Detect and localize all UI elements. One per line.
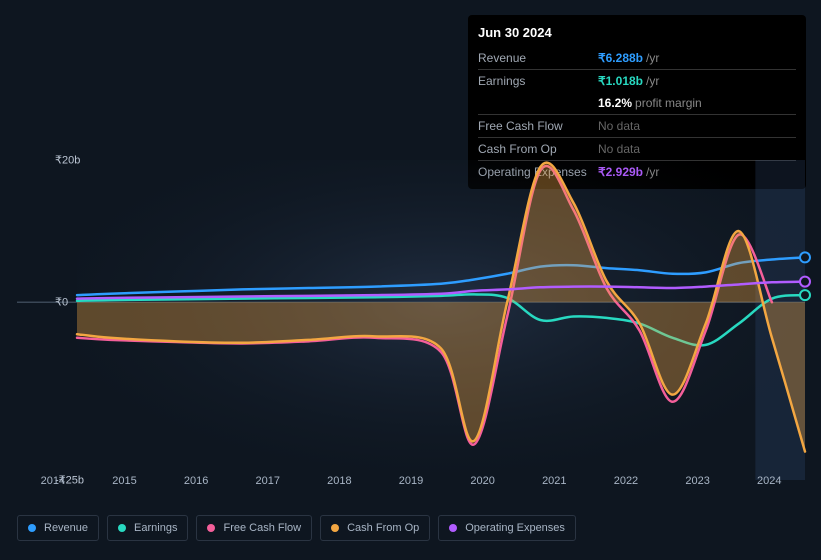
tooltip-row: Revenue₹6.288b/yr [478,47,796,69]
legend-label: Revenue [44,522,88,534]
x-tick-label: 2020 [447,475,519,487]
legend-label: Earnings [134,522,177,534]
financials-chart: ₹20b₹0-₹25b [17,160,805,480]
tooltip-row: Cash From OpNo data [478,137,796,160]
tooltip-value: ₹1.018b [598,72,643,90]
tooltip-label: Earnings [478,72,598,90]
tooltip-nodata: No data [598,140,640,158]
tooltip-label [478,94,598,112]
x-tick-label: 2021 [518,475,590,487]
legend-dot [118,524,126,532]
x-axis: 2014201520162017201820192020202120222023… [17,475,805,487]
legend-dot [28,524,36,532]
x-tick-label: 2017 [232,475,304,487]
x-tick-label: 2023 [662,475,734,487]
legend-item-cash-from-op[interactable]: Cash From Op [320,515,430,541]
chart-legend: Revenue Earnings Free Cash Flow Cash From O… [17,515,576,541]
tooltip-suffix: profit margin [635,94,702,112]
legend-dot [449,524,457,532]
tooltip-suffix: /yr [646,49,659,67]
tooltip-label: Free Cash Flow [478,117,598,135]
tooltip-row: Free Cash FlowNo data [478,114,796,137]
x-tick-label: 2014 [17,475,89,487]
x-tick-label: 2024 [733,475,805,487]
tooltip-label: Revenue [478,49,598,67]
tooltip-value: ₹6.288b [598,49,643,67]
tooltip-value: 16.2% [598,94,632,112]
x-tick-label: 2019 [375,475,447,487]
legend-item-operating-expenses[interactable]: Operating Expenses [438,515,576,541]
legend-label: Operating Expenses [465,522,565,534]
legend-dot [331,524,339,532]
x-tick-label: 2015 [89,475,161,487]
x-tick-label: 2016 [160,475,232,487]
tooltip-date: Jun 30 2024 [478,23,796,43]
legend-label: Free Cash Flow [223,522,301,534]
tooltip-row: Earnings₹1.018b/yr [478,69,796,92]
x-tick-label: 2018 [304,475,376,487]
legend-item-free-cash-flow[interactable]: Free Cash Flow [196,515,312,541]
tooltip-row: 16.2%profit margin [478,92,796,114]
legend-label: Cash From Op [347,522,419,534]
tooltip-label: Cash From Op [478,140,598,158]
tooltip-nodata: No data [598,117,640,135]
tooltip-suffix: /yr [646,72,659,90]
legend-item-revenue[interactable]: Revenue [17,515,99,541]
legend-dot [207,524,215,532]
x-tick-label: 2022 [590,475,662,487]
legend-item-earnings[interactable]: Earnings [107,515,188,541]
